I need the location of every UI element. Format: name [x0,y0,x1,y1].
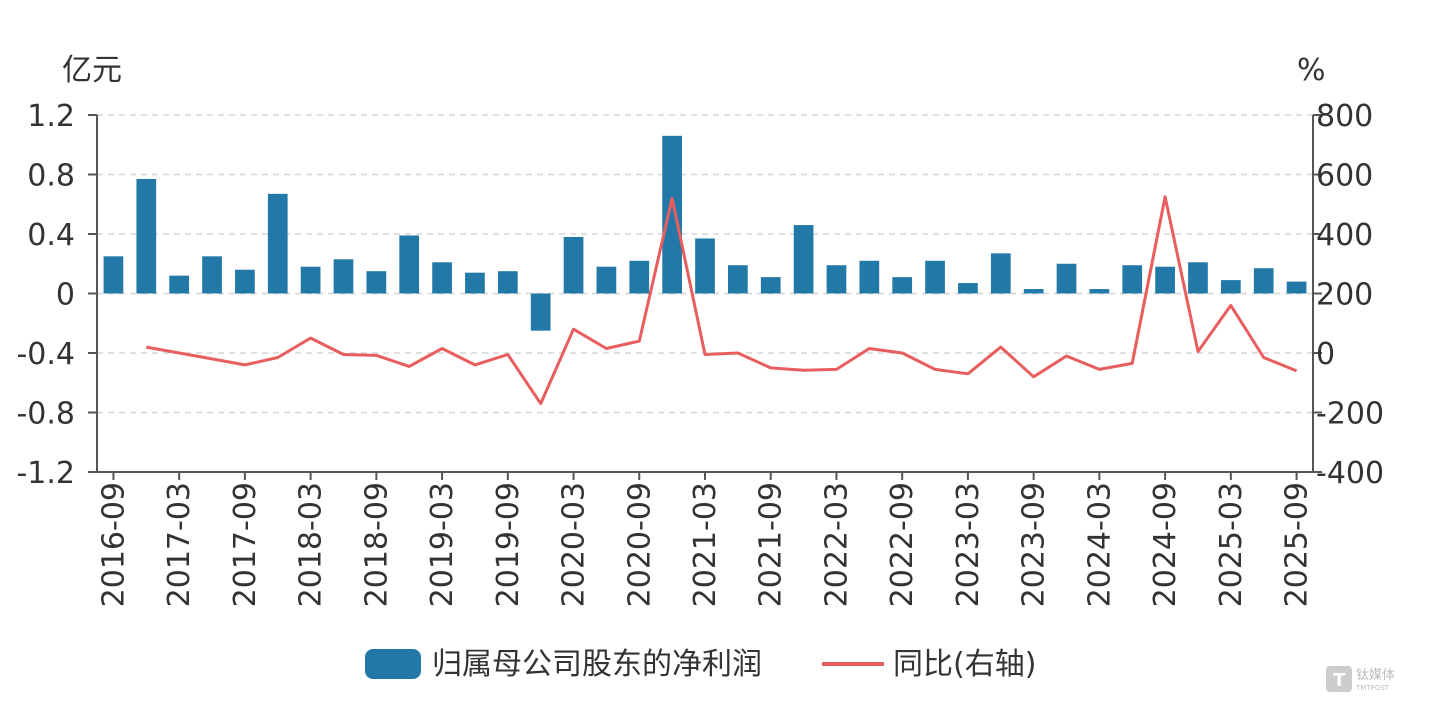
left-tick-label: 0.8 [27,159,75,194]
bar [1155,266,1175,294]
right-axis-unit: % [1297,53,1326,88]
bar [990,253,1011,294]
x-tick-label: 2025-03 [1214,482,1249,607]
right-tick-label: 400 [1316,218,1373,253]
x-tick-label: 2022-09 [885,482,920,607]
left-tick-label: -0.8 [16,397,75,432]
right-tick-label: 600 [1316,159,1373,194]
left-tick-label: 1.2 [27,99,75,134]
bar [1220,280,1241,294]
x-tick-label: 2019-03 [425,482,460,607]
left-tick-label: -0.4 [16,337,75,372]
bar [629,260,650,294]
bar [859,260,880,294]
x-tick-label: 2020-03 [557,482,592,607]
bar [596,266,617,294]
x-tick-label: 2023-09 [1017,482,1052,607]
x-tick-label: 2024-03 [1082,482,1117,607]
watermark-logo [1326,666,1352,692]
bar [1056,263,1077,294]
x-tick-label: 2021-03 [688,482,723,607]
left-tick-label: 0 [56,278,75,313]
bar [366,271,387,294]
bar [1188,262,1208,294]
x-tick-label: 2018-03 [294,482,329,607]
yoy-line [146,195,1298,406]
bar [1253,268,1274,294]
bar [760,277,781,294]
line-series [146,195,1298,406]
right-tick-label: -200 [1316,397,1384,432]
bar [333,259,354,294]
bar-series [103,135,1307,331]
legend: 归属母公司股东的净利润 同比(右轴) [365,647,1036,682]
bar [497,271,518,294]
bar [695,238,715,294]
tick-labels: 1.2 800 0.8 600 0.4 400 0 200 -0.4 0 -0.8 -200 -1.2 -… [16,99,1384,607]
bar [267,193,288,294]
right-tick-label: 800 [1316,99,1373,134]
x-tick-label: 2020-09 [622,482,657,607]
bar [662,135,682,294]
x-tick-label: 2017-03 [162,482,197,607]
bar [892,277,913,294]
watermark-glyph: T [1333,670,1346,691]
bar [432,262,452,294]
legend-swatch-bar [365,649,421,679]
x-tick-label: 2019-09 [491,482,526,607]
bar [1089,289,1110,294]
left-tick-label: 0.4 [27,218,75,253]
bar [728,265,748,294]
legend-label-line: 同比(右轴) [893,647,1036,682]
right-tick-label: 0 [1316,337,1335,372]
bar [235,269,255,294]
x-tick-label: 2024-09 [1148,482,1183,607]
left-axis-unit: 亿元 [62,53,122,88]
bar [300,266,321,294]
x-tick-label: 2021-09 [754,482,789,607]
watermark: T 钛媒体 TMTPOST [1326,666,1395,692]
x-tick-label: 2023-03 [951,482,986,607]
watermark-subtext: TMTPOST [1355,684,1390,692]
watermark-text: 钛媒体 [1356,668,1395,683]
bar [399,235,420,294]
x-tick-label: 2017-09 [228,482,263,607]
bar [1286,281,1307,294]
bar [925,260,945,294]
bar [563,236,584,294]
bar [465,272,485,294]
bar [530,293,551,331]
x-tick-label: 2018-09 [359,482,394,607]
bar [202,256,222,294]
x-tick-label: 2025-09 [1280,482,1315,607]
x-tick-label: 2016-09 [96,482,131,607]
left-tick-label: -1.2 [16,456,75,491]
bar [169,275,190,294]
bar [136,178,157,294]
bar [793,225,814,294]
bar [826,265,847,294]
right-tick-label: 200 [1316,278,1373,313]
bar [1023,289,1044,294]
legend-label-bar: 归属母公司股东的净利润 [432,647,762,682]
bar [958,283,978,294]
right-tick-label: -400 [1316,456,1384,491]
bar [1122,265,1143,294]
bar [103,256,124,294]
x-tick-label: 2022-03 [820,482,855,607]
